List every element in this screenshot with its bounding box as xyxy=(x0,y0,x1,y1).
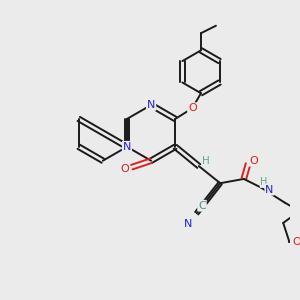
Text: N: N xyxy=(147,100,155,110)
Text: H: H xyxy=(260,177,268,187)
Text: O: O xyxy=(120,164,129,174)
Text: O: O xyxy=(249,156,258,166)
Text: O: O xyxy=(188,103,197,113)
Text: N: N xyxy=(265,184,274,195)
Text: H: H xyxy=(202,156,210,166)
Text: N: N xyxy=(184,219,192,229)
Text: O: O xyxy=(292,237,300,247)
Text: N: N xyxy=(123,142,131,152)
Text: C: C xyxy=(198,201,206,211)
